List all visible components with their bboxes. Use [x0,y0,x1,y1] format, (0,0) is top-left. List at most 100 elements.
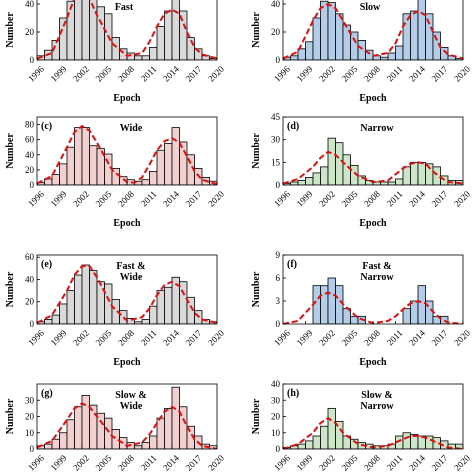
x-tick-label: 2005 [340,64,360,84]
x-tick-label: 2011 [385,328,405,348]
y-tick-label: 30 [271,135,281,145]
x-tick-label: 1999 [295,453,315,473]
histogram-bar [402,13,411,60]
histogram-bar [305,41,314,60]
histogram-bar [141,319,150,324]
fit-curve [283,150,463,185]
y-tick-label: 40 [271,379,281,389]
panel-name-line: Slow & [115,390,146,401]
y-tick-label: 6 [276,273,281,283]
x-axis-title: Epoch [113,93,141,104]
histogram-bar [410,300,419,324]
histogram-bar [66,146,75,185]
histogram-bar [312,17,321,60]
x-tick-label: 2014 [407,64,427,84]
histogram-bar [89,404,98,449]
histogram-bar [320,285,329,324]
x-axis-title: Epoch [113,357,141,368]
histogram-bar [455,443,463,449]
histogram-bar [59,163,68,185]
x-axis-title: Epoch [359,218,387,229]
panel-name: Slow & Wide [115,390,146,412]
x-tick-label: 2011 [139,189,159,209]
histogram-bar [320,0,329,60]
x-tick-label: 2020 [206,64,226,84]
panel-tag: (h) [287,388,299,399]
panel-name-line: Wide [120,123,143,134]
histogram-bar [149,435,158,449]
histogram-bar [156,290,165,324]
panel-tag: (g) [41,388,53,399]
histogram-bar [440,315,449,324]
panel-name-line: Fast [115,2,134,13]
histogram-bar [171,127,180,185]
y-tick-label: 0 [30,444,35,454]
histogram-bar [74,127,83,185]
histogram-bar [74,274,83,324]
histogram-bar [149,305,158,324]
chart-panel-2: 1996 1999 2002 2005 2008 2011 2014 2017 2020 0 20 4… [251,0,472,104]
y-axis-title: Number [251,12,262,48]
x-tick-label: 1999 [49,453,69,473]
y-tick-label: 3 [276,296,281,306]
bar-group [283,407,463,449]
x-tick-label: 1996 [272,453,292,473]
histogram-bar [179,10,188,60]
x-axis-title: Epoch [113,218,141,229]
x-tick-label: 1999 [49,189,69,209]
x-tick-label: 2014 [161,453,181,473]
y-tick-label: 60 [25,252,35,262]
x-tick-label: 2002 [71,328,91,348]
histogram-bar [290,181,299,185]
x-tick-label: 1996 [26,453,46,473]
x-tick-label: 2008 [116,64,136,84]
histogram-bar [410,10,419,60]
y-tick-label: 40 [271,0,281,9]
histogram-bar [81,127,90,185]
x-tick-label: 2020 [206,328,226,348]
y-tick-label: 20 [271,27,281,37]
y-tick-label: 20 [25,27,35,37]
histogram-bar [164,286,173,324]
bar-group [37,264,217,324]
x-tick-label: 2017 [430,189,450,209]
histogram-bar [66,290,75,324]
histogram-bar [402,166,411,185]
histogram-bar [297,443,306,449]
histogram-bar [149,170,158,185]
y-axis-title: Number [251,398,262,434]
x-tick-label: 2020 [206,189,226,209]
x-tick-label: 1996 [26,189,46,209]
x-tick-label: 2005 [340,453,360,473]
y-axis-title: Number [5,12,16,48]
x-tick-label: 1999 [49,328,69,348]
histogram-bar [59,303,68,324]
x-tick-label: 2011 [385,64,405,84]
x-tick-label: 2017 [430,453,450,473]
x-tick-label: 2014 [161,328,181,348]
panel-tag: (c) [41,121,52,132]
histogram-bar [335,142,344,185]
histogram-bar [74,0,83,60]
panel-name: Slow [360,2,381,13]
x-tick-label: 2014 [407,328,427,348]
y-axis-title: Number [5,398,16,434]
y-axis-title: Number [251,133,262,169]
x-tick-label: 2020 [452,453,472,473]
panel-tag: (d) [287,121,299,132]
x-tick-label: 2011 [139,64,159,84]
bar-group [283,0,463,60]
x-tick-label: 2002 [317,64,337,84]
fit-curve [37,265,217,324]
histogram-bar [51,314,60,324]
histogram-bar [305,440,314,449]
histogram-bar [432,166,441,185]
fit-curve [283,2,463,60]
histogram-bar [395,178,404,185]
histogram-bar [66,0,75,60]
y-tick-label: 0 [276,55,281,65]
histogram-bar [44,319,53,324]
x-tick-label: 2005 [94,64,114,84]
x-tick-label: 2002 [317,328,337,348]
panel-name-line: Slow [360,2,381,13]
